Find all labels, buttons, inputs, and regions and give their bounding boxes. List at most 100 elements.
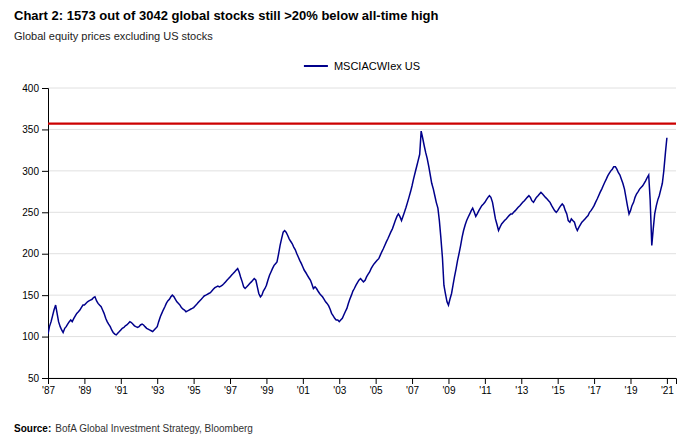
grid xyxy=(48,88,676,378)
grid-line xyxy=(48,212,676,213)
legend-item: MSCIACWIex US xyxy=(304,60,420,72)
legend: MSCIACWIex US xyxy=(304,60,420,72)
tick: '01 xyxy=(297,378,310,396)
tick-label: '07 xyxy=(406,385,419,396)
tick-label: 250 xyxy=(22,207,39,218)
tick: 400 xyxy=(22,83,48,94)
legend-swatch xyxy=(304,65,328,67)
tick-mark xyxy=(42,295,48,296)
tick-mark xyxy=(42,171,48,172)
tick-label: '97 xyxy=(224,385,237,396)
tick-mark xyxy=(42,378,48,379)
tick-label: '15 xyxy=(552,385,565,396)
tick: 300 xyxy=(22,166,48,177)
tick-label: '91 xyxy=(115,385,128,396)
tick-label: '09 xyxy=(442,385,455,396)
tick-mark xyxy=(42,337,48,338)
tick-label: '21 xyxy=(661,385,674,396)
tick-mark xyxy=(339,378,340,384)
title: Chart 2: 1573 out of 3042 global stocks … xyxy=(14,8,438,23)
tick: '13 xyxy=(515,378,528,396)
tick: 50 xyxy=(28,373,48,384)
tick-mark xyxy=(42,129,48,130)
grid-line xyxy=(48,336,676,337)
tick-mark xyxy=(194,378,195,384)
tick: 350 xyxy=(22,124,48,135)
grid-line xyxy=(48,253,676,254)
tick-mark xyxy=(630,378,631,384)
tick-mark xyxy=(157,378,158,384)
tick: '93 xyxy=(151,378,164,396)
tick: '11 xyxy=(479,378,492,396)
tick-mark xyxy=(266,378,267,384)
tick-mark xyxy=(230,378,231,384)
tick-mark xyxy=(303,378,304,384)
tick-mark xyxy=(376,378,377,384)
tick-label: '87 xyxy=(42,385,55,396)
source-text: BofA Global Investment Strategy, Bloombe… xyxy=(55,423,253,434)
tick: '17 xyxy=(588,378,601,396)
tick-label: 300 xyxy=(22,166,39,177)
tick-label: '17 xyxy=(588,385,601,396)
tick-mark xyxy=(667,378,668,384)
tick: '95 xyxy=(188,378,201,396)
tick-label: 100 xyxy=(22,331,39,342)
tick-label: '13 xyxy=(515,385,528,396)
tick-mark xyxy=(48,378,49,384)
plot-area xyxy=(48,124,676,335)
reference-line xyxy=(48,123,676,125)
tick-mark xyxy=(121,378,122,384)
tick-mark xyxy=(448,378,449,384)
axis-line xyxy=(49,379,677,385)
tick: '09 xyxy=(442,378,455,396)
tick: 100 xyxy=(22,331,48,342)
tick: '99 xyxy=(260,378,273,396)
tick: '05 xyxy=(370,378,383,396)
tick-label: 200 xyxy=(22,248,39,259)
grid-line xyxy=(48,129,676,130)
tick-label: '19 xyxy=(624,385,637,396)
tick: '19 xyxy=(624,378,637,396)
tick-label: 50 xyxy=(28,373,40,384)
tick: '07 xyxy=(406,378,419,396)
tick-mark xyxy=(42,254,48,255)
tick-label: '01 xyxy=(297,385,310,396)
axis-line xyxy=(42,89,49,379)
tick-label: 400 xyxy=(22,83,39,94)
tick: '15 xyxy=(552,378,565,396)
tick-label: '95 xyxy=(188,385,201,396)
x-axis: '87 '89 '91 '93 '95 '97 '99 '01 '03 '05 '07 '09 '11 '… xyxy=(42,378,677,396)
tick-mark xyxy=(42,212,48,213)
legend-label: MSCIACWIex US xyxy=(334,60,420,72)
tick: '97 xyxy=(224,378,237,396)
tick: '87 xyxy=(42,378,55,396)
chart: Chart 2: 1573 out of 3042 global stocks … xyxy=(0,0,700,440)
tick-mark xyxy=(521,378,522,384)
tick-mark xyxy=(412,378,413,384)
tick-label: '11 xyxy=(479,385,492,396)
tick: '03 xyxy=(333,378,346,396)
tick-mark xyxy=(42,88,48,89)
tick: '91 xyxy=(115,378,128,396)
grid-line xyxy=(48,295,676,296)
series-line xyxy=(48,131,667,335)
tick: '89 xyxy=(78,378,91,396)
tick: 250 xyxy=(22,207,48,218)
source-label: Source: xyxy=(14,423,51,434)
subtitle: Global equity prices excluding US stocks xyxy=(14,30,213,42)
tick: 200 xyxy=(22,248,48,259)
tick-label: '89 xyxy=(78,385,91,396)
tick-mark xyxy=(84,378,85,384)
grid-line xyxy=(48,88,676,89)
tick-mark xyxy=(485,378,486,384)
tick-label: '05 xyxy=(370,385,383,396)
tick-mark xyxy=(558,378,559,384)
grid-line xyxy=(48,170,676,171)
y-axis: 50 100 150 200 250 300 350 400 xyxy=(22,83,48,384)
tick: 150 xyxy=(22,290,48,301)
tick-mark xyxy=(594,378,595,384)
tick-label: '03 xyxy=(333,385,346,396)
tick-label: 150 xyxy=(22,290,39,301)
tick-label: '99 xyxy=(260,385,273,396)
tick-label: '93 xyxy=(151,385,164,396)
